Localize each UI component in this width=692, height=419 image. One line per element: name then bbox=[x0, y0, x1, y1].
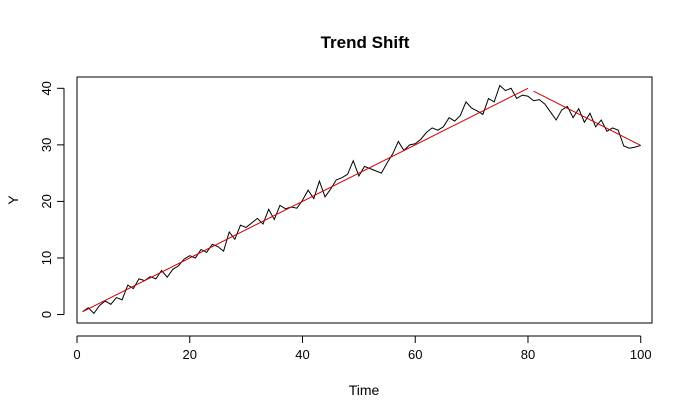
chart-title: Trend Shift bbox=[321, 33, 410, 52]
plot-frame bbox=[76, 76, 653, 324]
trend-line-segment-1 bbox=[82, 87, 529, 313]
x-axis: 0 20 40 60 80 100 bbox=[73, 335, 652, 362]
series-layer bbox=[82, 84, 641, 315]
x-tick-label: 20 bbox=[183, 347, 197, 362]
y-tick-label: 10 bbox=[39, 251, 54, 265]
y-tick-label: 40 bbox=[39, 81, 54, 95]
trend-line-segment-2 bbox=[533, 90, 641, 146]
x-tick-label: 0 bbox=[73, 347, 80, 362]
x-tick-label: 80 bbox=[521, 347, 535, 362]
y-tick-label: 30 bbox=[39, 138, 54, 152]
y-tick-label: 0 bbox=[39, 311, 54, 318]
data-series-line bbox=[82, 84, 641, 315]
y-tick-label: 20 bbox=[39, 194, 54, 208]
y-axis-label: Y bbox=[5, 195, 21, 205]
x-axis-label: Time bbox=[349, 382, 380, 398]
x-tick-label: 40 bbox=[295, 347, 309, 362]
x-tick-label: 100 bbox=[630, 347, 652, 362]
x-tick-label: 60 bbox=[408, 347, 422, 362]
y-axis: 0 10 20 30 40 bbox=[39, 81, 65, 318]
